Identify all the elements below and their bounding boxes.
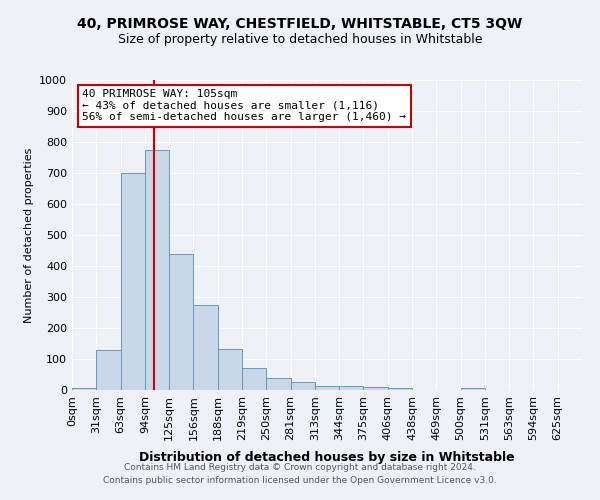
Text: 40, PRIMROSE WAY, CHESTFIELD, WHITSTABLE, CT5 3QW: 40, PRIMROSE WAY, CHESTFIELD, WHITSTABLE… xyxy=(77,18,523,32)
Bar xyxy=(461,388,485,390)
Bar xyxy=(388,388,412,390)
Bar xyxy=(218,349,242,390)
Bar xyxy=(169,254,193,390)
Bar xyxy=(242,368,266,390)
Bar xyxy=(364,387,388,390)
Text: Contains HM Land Registry data © Crown copyright and database right 2024.: Contains HM Land Registry data © Crown c… xyxy=(124,464,476,472)
Bar xyxy=(121,173,145,390)
Bar xyxy=(72,388,96,390)
Text: Size of property relative to detached houses in Whitstable: Size of property relative to detached ho… xyxy=(118,32,482,46)
Bar xyxy=(290,382,315,390)
Bar xyxy=(339,386,364,390)
Bar xyxy=(145,150,169,390)
Y-axis label: Number of detached properties: Number of detached properties xyxy=(23,148,34,322)
Text: Contains public sector information licensed under the Open Government Licence v3: Contains public sector information licen… xyxy=(103,476,497,485)
Bar xyxy=(96,350,121,390)
Bar xyxy=(193,304,218,390)
Bar xyxy=(315,386,339,390)
Text: 40 PRIMROSE WAY: 105sqm
← 43% of detached houses are smaller (1,116)
56% of semi: 40 PRIMROSE WAY: 105sqm ← 43% of detache… xyxy=(82,90,406,122)
Bar xyxy=(266,378,290,390)
X-axis label: Distribution of detached houses by size in Whitstable: Distribution of detached houses by size … xyxy=(139,451,515,464)
